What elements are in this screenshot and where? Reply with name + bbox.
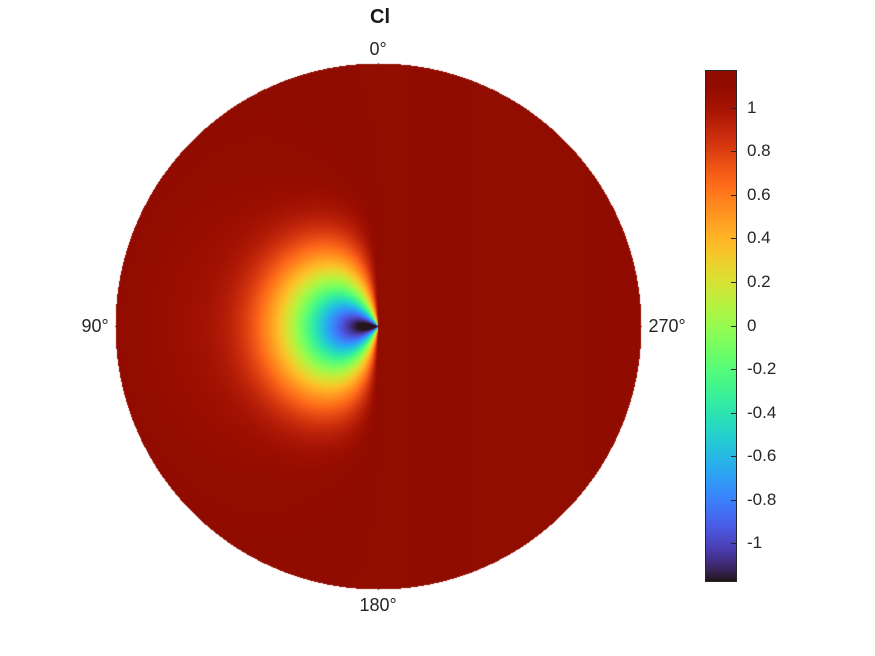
colorbar-tick-mark	[731, 413, 736, 414]
colorbar-tick-mark	[731, 195, 736, 196]
colorbar-tick-mark	[731, 369, 736, 370]
colorbar-tick-label: -0.4	[747, 403, 777, 422]
colorbar-tick-mark	[731, 456, 736, 457]
angle-label-180: 180°	[359, 594, 397, 615]
angle-label-90: 90°	[81, 315, 109, 336]
colorbar-tick-label: 1	[747, 98, 757, 117]
colorbar-tick-mark	[731, 238, 736, 239]
colorbar-tick-label: 0.4	[747, 228, 771, 247]
colorbar-tick-mark	[731, 326, 736, 327]
colorbar-tick-mark	[731, 543, 736, 544]
colorbar-tick-mark	[731, 151, 736, 152]
colorbar-tick-label: 0.8	[747, 141, 771, 160]
colorbar-tick-mark	[731, 108, 736, 109]
colorbar-tick-label: 0	[747, 316, 757, 335]
colorbar-tick-mark	[731, 282, 736, 283]
angle-label-0: 0°	[369, 38, 387, 59]
colorbar-tick-label: 0.6	[747, 185, 771, 204]
colorbar-tick-label: 0.2	[747, 272, 771, 291]
colorbar-tick-mark	[731, 500, 736, 501]
colorbar-tick-label: -1	[747, 533, 763, 552]
colorbar-tick-label: -0.6	[747, 446, 777, 465]
colorbar-tick-label: -0.8	[747, 490, 777, 509]
colorbar-tick-label: -0.2	[747, 359, 777, 378]
angle-label-270: 270°	[648, 315, 686, 336]
